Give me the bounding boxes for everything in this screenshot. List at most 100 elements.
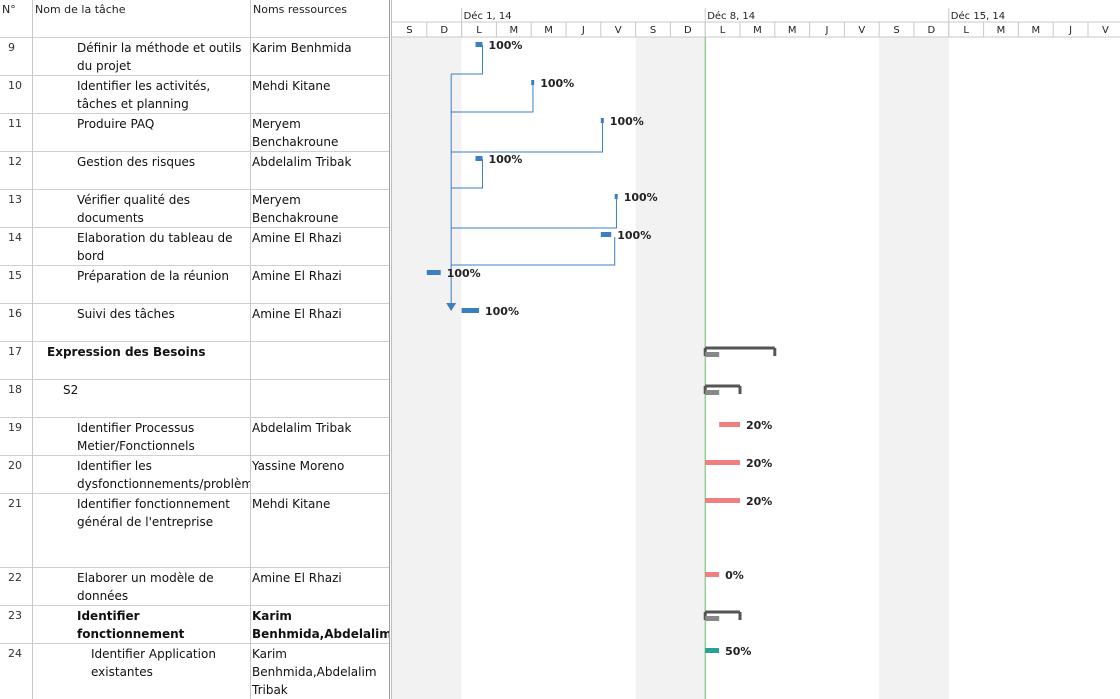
task-name-cell[interactable]: Elaborer un modèle de données (77, 571, 214, 603)
task-resources-cell[interactable]: Amine El Rhazi (252, 231, 342, 245)
day-label: V (858, 25, 865, 36)
task-row[interactable]: 15 Préparation de la réunion Amine El Rhaz… (0, 265, 390, 303)
task-name-cell[interactable]: Gestion des risques (77, 155, 196, 169)
task-id-cell[interactable]: 20 (8, 459, 22, 472)
day-label: V (1102, 25, 1109, 36)
task-id-cell[interactable]: 11 (8, 117, 22, 130)
task-id-cell[interactable]: 19 (8, 421, 22, 434)
day-label: M (509, 25, 518, 36)
task-row[interactable]: 24 Identifier Application existantes Karim… (0, 643, 390, 699)
task-resources-cell[interactable]: Karim Benhmida,Abdelalim Tribak (252, 647, 377, 697)
task-row[interactable]: 10 Identifier les activités, tâches et pl… (0, 75, 390, 113)
day-label: L (963, 25, 969, 36)
task-name-cell[interactable]: Définir la méthode et outils du projet (77, 41, 242, 73)
task-resources-cell[interactable]: Meryem Benchakroune (252, 117, 339, 149)
task-name-cell[interactable]: Identifier les dysfonctionnements/problè… (77, 459, 250, 491)
table-gantt-splitter[interactable] (389, 0, 390, 699)
dependency-link (451, 237, 616, 266)
task-name-cell[interactable]: S2 (63, 383, 79, 397)
task-name-cell[interactable]: Produire PAQ (77, 117, 155, 131)
task-resources-cell[interactable]: Amine El Rhazi (252, 571, 342, 585)
task-row[interactable]: 21 Identifier fonctionnement général de l… (0, 493, 390, 567)
task-table: N° Nom de la tâche Noms ressources 9 Défi… (0, 0, 390, 699)
weekend-shade (426, 37, 462, 699)
task-row[interactable]: 11 Produire PAQ Meryem Benchakroune (0, 113, 390, 151)
column-header-task-name[interactable]: Nom de la tâche (35, 3, 126, 16)
task-name-cell[interactable]: Identifier Processus Metier/Fonctionnels (77, 421, 195, 453)
task-resources-cell[interactable] (251, 380, 389, 416)
gantt-canvas[interactable]: Déc 1, 14 Déc 8, 14 Déc 15, 14 S D L M M J V S D L M M… (392, 0, 1120, 699)
task-resources-cell[interactable] (251, 342, 389, 378)
task-resources-cell[interactable]: Karim Benhmida,Abdelalim (252, 609, 389, 641)
task-name-cell[interactable]: Identifier Application existantes (91, 647, 216, 679)
task-bar (705, 572, 720, 577)
day-label: M (1031, 25, 1040, 36)
week-label: Déc 1, 14 (464, 10, 512, 22)
task-id-cell[interactable]: 14 (8, 231, 22, 244)
task-row[interactable]: 13 Vérifier qualité des documents Meryem B… (0, 189, 390, 227)
percent-complete-label: 0% (725, 569, 744, 582)
column-divider[interactable] (250, 0, 251, 699)
task-name-cell[interactable]: Vérifier qualité des documents (77, 193, 191, 225)
day-label: S (893, 25, 899, 36)
task-row[interactable]: 19 Identifier Processus Metier/Fonctionne… (0, 417, 390, 455)
task-id-cell[interactable]: 23 (8, 609, 22, 622)
column-header-id[interactable]: N° (2, 3, 16, 16)
task-name-cell[interactable]: Identifier les activités, tâches et plan… (77, 79, 211, 111)
week-label: Déc 8, 14 (707, 10, 755, 22)
column-divider[interactable] (32, 0, 33, 699)
task-id-cell[interactable]: 13 (8, 193, 22, 206)
task-id-cell[interactable]: 17 (8, 345, 22, 358)
task-name-cell[interactable]: Expression des Besoins (47, 345, 206, 359)
dependency-link (451, 83, 534, 113)
task-resources-cell[interactable]: Amine El Rhazi (252, 269, 342, 283)
percent-complete-label: 100% (617, 229, 651, 242)
day-label: D (928, 25, 936, 36)
task-id-cell[interactable]: 21 (8, 497, 22, 510)
task-id-cell[interactable]: 12 (8, 155, 22, 168)
summary-progress (705, 352, 720, 357)
task-id-cell[interactable]: 16 (8, 307, 22, 320)
task-id-cell[interactable]: 22 (8, 571, 22, 584)
task-row[interactable]: 20 Identifier les dysfonctionnements/prob… (0, 455, 390, 493)
task-id-cell[interactable]: 18 (8, 383, 22, 396)
task-resources-cell[interactable]: Yassine Moreno (252, 459, 345, 473)
task-resources-cell[interactable]: Mehdi Kitane (252, 79, 331, 93)
day-label: M (753, 25, 762, 36)
task-id-cell[interactable]: 9 (8, 41, 15, 54)
task-row[interactable]: 18 S2 (0, 379, 390, 417)
dependency-link (451, 159, 483, 189)
task-resources-cell[interactable]: Abdelalim Tribak (252, 421, 352, 435)
task-name-cell[interactable]: Préparation de la réunion (77, 269, 229, 283)
week-label: Déc 15, 14 (951, 10, 1005, 22)
task-row[interactable]: 12 Gestion des risques Abdelalim Tribak (0, 151, 390, 189)
task-id-cell[interactable]: 15 (8, 269, 22, 282)
task-row[interactable]: 16 Suivi des tâches Amine El Rhazi (0, 303, 390, 341)
task-name-cell[interactable]: Suivi des tâches (77, 307, 175, 321)
task-row[interactable]: 23 Identifier fonctionnement informatique… (0, 605, 390, 643)
task-bar (705, 498, 740, 503)
task-resources-cell[interactable]: Meryem Benchakroune (252, 193, 339, 225)
task-resources-cell[interactable]: Amine El Rhazi (252, 307, 342, 321)
day-label: L (720, 25, 726, 36)
task-id-cell[interactable]: 24 (8, 647, 22, 660)
task-row[interactable]: 22 Elaborer un modèle de données Amine El … (0, 567, 390, 605)
task-row[interactable]: 17 Expression des Besoins (0, 341, 390, 379)
task-name-cell[interactable]: Elaboration du tableau de bord (77, 231, 233, 263)
summary-progress (705, 616, 720, 621)
task-resources-cell[interactable]: Abdelalim Tribak (252, 155, 352, 169)
column-header-resources[interactable]: Noms ressources (253, 3, 347, 16)
dependency-link (451, 121, 604, 153)
task-name-cell[interactable]: Identifier fonctionnement informatique (77, 609, 185, 641)
weekend-shade (635, 37, 671, 699)
task-bar (614, 194, 618, 199)
gantt-chart[interactable]: Déc 1, 14 Déc 8, 14 Déc 15, 14 S D L M M J V S D L M M… (391, 0, 1120, 699)
task-row[interactable]: 9 Définir la méthode et outils du projet K… (0, 37, 390, 75)
percent-complete-label: 100% (488, 39, 522, 52)
task-resources-cell[interactable]: Karim Benhmida (252, 41, 352, 55)
task-id-cell[interactable]: 10 (8, 79, 22, 92)
task-resources-cell[interactable]: Mehdi Kitane (252, 497, 331, 511)
percent-complete-label: 20% (746, 419, 772, 432)
task-row[interactable]: 14 Elaboration du tableau de bord Amine El… (0, 227, 390, 265)
task-name-cell[interactable]: Identifier fonctionnement général de l'e… (77, 497, 230, 529)
